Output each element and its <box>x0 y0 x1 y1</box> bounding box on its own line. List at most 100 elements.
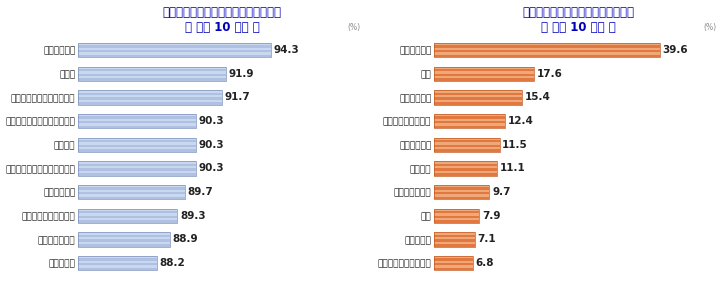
Bar <box>434 266 473 268</box>
Bar <box>434 244 475 247</box>
Bar <box>78 220 178 223</box>
Bar <box>434 171 497 173</box>
Bar <box>78 232 170 235</box>
Bar <box>434 166 497 168</box>
Title: 業績に『プラスの影響がある』割合
～ 上位 10 業種 ～: 業績に『プラスの影響がある』割合 ～ 上位 10 業種 ～ <box>522 6 634 34</box>
Bar <box>434 164 497 166</box>
Bar <box>78 244 170 247</box>
Text: (%): (%) <box>347 23 361 32</box>
Text: 7.1: 7.1 <box>478 234 496 245</box>
Bar <box>434 168 497 171</box>
Bar <box>78 256 157 258</box>
Text: 90.3: 90.3 <box>199 163 224 174</box>
Bar <box>434 242 475 244</box>
Bar <box>78 256 157 270</box>
Bar <box>78 168 196 171</box>
Bar <box>78 242 170 244</box>
Bar <box>78 93 222 95</box>
Bar <box>434 90 522 105</box>
Bar <box>78 119 196 121</box>
Text: 7.9: 7.9 <box>482 211 500 221</box>
Bar <box>434 173 497 176</box>
Bar <box>78 67 226 69</box>
Bar <box>78 138 196 152</box>
Text: 91.9: 91.9 <box>229 69 254 79</box>
Text: 91.7: 91.7 <box>225 92 250 103</box>
Bar <box>434 232 475 235</box>
Bar <box>434 195 489 197</box>
Bar <box>434 145 499 147</box>
Bar <box>434 220 479 223</box>
Bar <box>78 149 196 152</box>
Bar <box>78 55 271 57</box>
Bar <box>78 266 157 268</box>
Text: 94.3: 94.3 <box>274 45 299 55</box>
Text: 90.3: 90.3 <box>199 140 224 150</box>
Bar <box>78 50 271 53</box>
Bar <box>434 185 489 199</box>
Bar <box>434 213 479 216</box>
Bar <box>78 235 170 237</box>
Bar <box>434 93 522 95</box>
Bar <box>434 218 479 220</box>
Bar <box>78 90 222 93</box>
Bar <box>78 185 185 187</box>
Title: 業績に『マイナスの影響がある』割合
～ 上位 10 業種 ～: 業績に『マイナスの影響がある』割合 ～ 上位 10 業種 ～ <box>163 6 282 34</box>
Bar <box>434 90 522 93</box>
Bar <box>434 53 660 55</box>
Bar <box>78 145 196 147</box>
Bar <box>78 124 196 126</box>
Bar <box>434 256 473 258</box>
Bar <box>78 261 157 263</box>
Bar <box>434 197 489 199</box>
Bar <box>78 195 185 197</box>
Bar <box>434 185 489 187</box>
Bar <box>78 171 196 173</box>
Bar <box>434 126 505 128</box>
Text: 15.4: 15.4 <box>524 92 550 103</box>
Bar <box>434 74 534 76</box>
Bar <box>78 53 271 55</box>
Bar <box>78 43 271 45</box>
Bar <box>78 237 170 239</box>
Text: 6.8: 6.8 <box>475 258 494 268</box>
Bar <box>434 48 660 50</box>
Bar <box>434 209 479 223</box>
Bar <box>78 48 271 50</box>
Bar <box>434 43 660 57</box>
Text: 88.2: 88.2 <box>159 258 185 268</box>
Bar <box>78 216 178 218</box>
Bar <box>434 161 497 176</box>
Bar <box>434 256 473 270</box>
Bar <box>78 209 178 211</box>
Bar <box>78 161 196 164</box>
Bar <box>434 149 499 152</box>
Text: 89.3: 89.3 <box>180 211 206 221</box>
Text: 9.7: 9.7 <box>492 187 510 197</box>
Bar <box>434 263 473 266</box>
Bar <box>434 211 479 213</box>
Bar <box>78 45 271 48</box>
Text: 11.5: 11.5 <box>502 140 528 150</box>
Bar <box>78 211 178 213</box>
Bar <box>434 268 473 270</box>
Text: 88.9: 88.9 <box>173 234 198 245</box>
Text: 90.3: 90.3 <box>199 116 224 126</box>
Bar <box>434 124 505 126</box>
Bar <box>78 43 271 57</box>
Bar <box>78 166 196 168</box>
Bar <box>434 69 534 71</box>
Bar <box>434 161 497 164</box>
Bar <box>434 45 660 48</box>
Bar <box>78 71 226 74</box>
Bar <box>434 140 499 142</box>
Bar <box>78 90 222 105</box>
Bar <box>78 67 226 81</box>
Bar <box>434 232 475 247</box>
Bar <box>78 114 196 116</box>
Bar <box>78 190 185 192</box>
Bar <box>78 78 226 81</box>
Bar <box>434 76 534 78</box>
Bar <box>78 121 196 124</box>
Bar <box>78 258 157 261</box>
